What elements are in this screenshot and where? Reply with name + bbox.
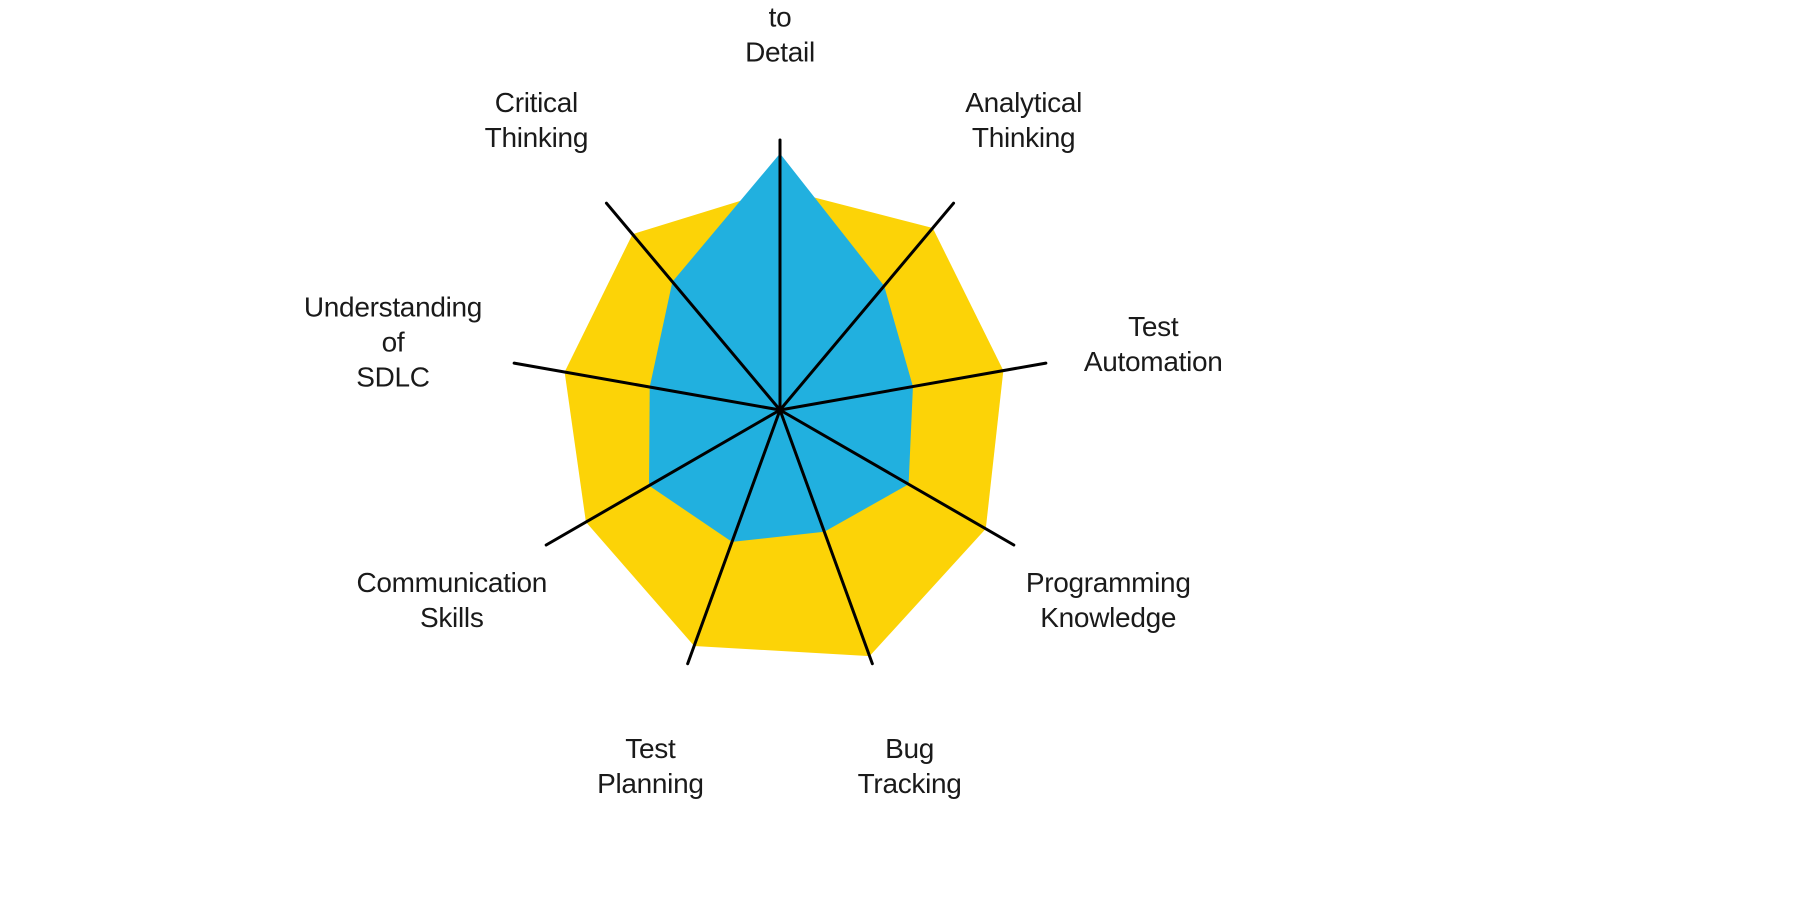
radar-axis-label-6: Communication Skills	[356, 565, 547, 635]
radar-axis-label-3: Programming Knowledge	[1026, 565, 1191, 635]
radar-axis-label-2: Test Automation	[1084, 309, 1223, 379]
radar-axis-label-7: Understanding of SDLC	[304, 289, 482, 394]
radar-chart: Attention to Detail Analytical Thinking Te…	[0, 0, 1800, 900]
radar-axis-label-4: Bug Tracking	[858, 731, 962, 801]
radar-axis-label-8: Critical Thinking	[485, 85, 588, 155]
radar-axis-label-5: Test Planning	[597, 731, 704, 801]
radar-axis-label-1: Analytical Thinking	[965, 85, 1082, 155]
radar-axis-label-0: Attention to Detail	[726, 0, 834, 70]
